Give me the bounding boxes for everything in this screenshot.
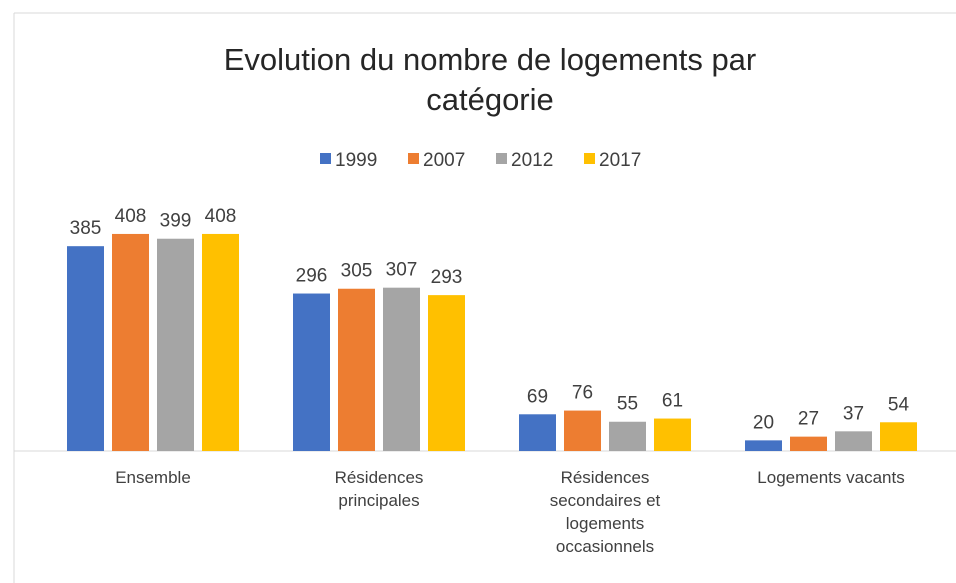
bar — [157, 238, 194, 451]
bar — [383, 287, 420, 451]
legend-swatch — [584, 153, 595, 164]
data-label: 399 — [160, 211, 192, 232]
x-tick-label: Résidences secondaires et logements occa… — [549, 468, 661, 556]
legend-label: 2007 — [423, 150, 465, 171]
legend-swatch — [408, 153, 419, 164]
data-label: 61 — [662, 391, 683, 412]
data-label: 27 — [798, 409, 819, 430]
bar — [654, 418, 691, 451]
bar — [338, 288, 375, 451]
bar — [428, 295, 465, 451]
bar — [519, 414, 556, 451]
data-label: 55 — [617, 394, 638, 415]
bar — [835, 431, 872, 451]
data-label: 385 — [70, 218, 102, 239]
x-tick-label: Ensemble — [115, 468, 191, 487]
legend-label: 2012 — [511, 150, 553, 171]
legend-label: 1999 — [335, 150, 377, 171]
bar — [880, 422, 917, 451]
data-label: 408 — [205, 206, 237, 227]
data-label: 408 — [115, 206, 147, 227]
data-label: 307 — [386, 260, 418, 281]
data-label: 69 — [527, 386, 548, 407]
bar — [202, 233, 239, 451]
data-label: 296 — [296, 266, 328, 287]
data-label: 37 — [843, 403, 864, 424]
data-label: 20 — [753, 412, 774, 433]
bar — [564, 410, 601, 451]
bar — [790, 436, 827, 451]
data-label: 76 — [572, 383, 593, 404]
data-label: 54 — [888, 394, 910, 415]
bar — [67, 246, 104, 451]
legend-label: 2017 — [599, 150, 641, 171]
bar — [112, 233, 149, 451]
bar — [745, 440, 782, 451]
x-tick-label: Résidences principales — [334, 468, 424, 510]
data-label: 293 — [431, 267, 463, 288]
bar — [609, 421, 646, 451]
legend-swatch — [320, 153, 331, 164]
legend-swatch — [496, 153, 507, 164]
x-tick-label: Logements vacants — [757, 468, 905, 487]
chart-title: Evolution du nombre de logements par cat… — [223, 42, 757, 117]
data-label: 305 — [341, 261, 373, 282]
bar — [293, 293, 330, 451]
